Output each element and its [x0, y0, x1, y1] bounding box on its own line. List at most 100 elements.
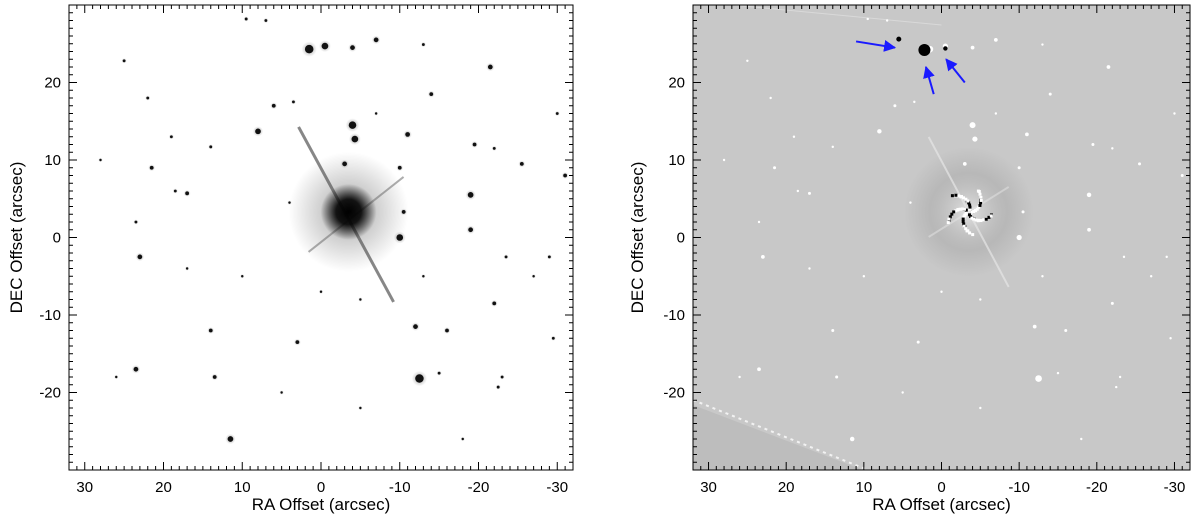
star [99, 158, 102, 162]
star [421, 43, 425, 46]
x-tick-label: -30 [1164, 479, 1186, 496]
star-residual [761, 255, 765, 259]
star-residual [1149, 275, 1153, 278]
sky-image [98, 16, 569, 445]
residual-speckle [964, 208, 968, 212]
star [134, 220, 138, 224]
star [280, 391, 283, 394]
star-residual [792, 135, 796, 138]
star-residual [972, 136, 978, 142]
star [445, 328, 449, 333]
star [401, 210, 406, 214]
y-tick-label: 20 [44, 75, 61, 92]
pointer-arrow [923, 65, 935, 95]
star-residual [1025, 132, 1029, 137]
star-residual [1016, 234, 1022, 241]
star-residual [757, 367, 761, 372]
star-residual [1048, 92, 1052, 96]
star-residual [916, 340, 920, 344]
residual-speckle [960, 207, 964, 211]
residual-speckle [984, 217, 988, 221]
residual-speckle [962, 222, 966, 226]
star [359, 406, 362, 410]
star-residual [1080, 437, 1083, 441]
star [227, 436, 234, 442]
star [563, 173, 568, 178]
residual-speckle [977, 205, 981, 209]
star [209, 145, 213, 149]
residual-speckle [979, 219, 983, 223]
star-residual [1115, 385, 1118, 389]
star-residual [994, 112, 998, 115]
companion-candidate [943, 46, 948, 51]
residual-speckle [948, 215, 952, 219]
star-residual [831, 145, 834, 149]
star-residual [1021, 210, 1025, 214]
star [500, 375, 504, 379]
star [468, 227, 473, 233]
star [405, 132, 410, 137]
star-residual [1064, 329, 1068, 332]
star-residual [1110, 301, 1114, 305]
residual-speckle [966, 199, 970, 203]
star-residual [862, 275, 866, 278]
star [551, 336, 555, 340]
residual-speckle [962, 196, 966, 200]
residual-speckle [959, 195, 963, 199]
x-tick-label: -20 [1086, 479, 1108, 496]
y-tick-label: 0 [53, 230, 61, 247]
residual-speckle [962, 215, 966, 219]
star [185, 191, 190, 196]
star [342, 161, 347, 167]
star-residual [722, 158, 726, 162]
star-residual [1180, 174, 1184, 177]
star-residual [866, 17, 869, 21]
residual-spike [928, 186, 1010, 238]
residual-speckle [950, 212, 954, 216]
star-residual [993, 38, 998, 42]
star-residual [962, 162, 967, 166]
x-tick-label: 0 [937, 479, 945, 496]
star [255, 128, 261, 135]
star-residual [1035, 375, 1042, 382]
star [374, 112, 378, 115]
star-residual [940, 290, 943, 293]
star [348, 121, 357, 129]
residual-speckle [954, 193, 958, 197]
residual-speckle [954, 209, 958, 213]
companion-candidate [918, 43, 931, 56]
star [137, 254, 143, 260]
star [547, 255, 551, 259]
x-tick-label: -10 [1008, 479, 1030, 496]
star [555, 112, 559, 115]
star [122, 59, 126, 63]
star [437, 371, 441, 375]
star [288, 201, 291, 204]
star [492, 146, 496, 150]
residual-speckle [975, 207, 979, 211]
residual-speckle [982, 218, 986, 222]
star [149, 165, 154, 170]
star-residual [1165, 255, 1168, 259]
star [415, 374, 424, 383]
star-residual [1056, 371, 1060, 375]
residual-speckle [963, 213, 967, 217]
y-tick-label: -10 [663, 307, 685, 324]
residual-speckle [956, 208, 960, 212]
star-residual [970, 45, 975, 50]
residual-speckle [971, 233, 975, 237]
star [492, 301, 497, 306]
residual-speckle [956, 194, 960, 198]
star [429, 92, 434, 97]
residual-speckle [972, 217, 976, 221]
star-residual [1118, 375, 1122, 379]
y-tick-label: -10 [39, 307, 61, 324]
residual-speckle [964, 212, 968, 216]
star-residual [877, 129, 882, 134]
x-tick-label: 30 [700, 479, 717, 496]
star-residual [1041, 43, 1044, 46]
star-residual [746, 59, 749, 62]
star-residual [969, 122, 976, 129]
star-residual [773, 166, 777, 170]
residual-speckle [979, 198, 983, 202]
